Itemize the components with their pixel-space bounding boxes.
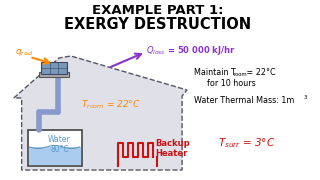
- Text: Maintain T: Maintain T: [194, 68, 236, 76]
- Text: Heater: Heater: [156, 148, 188, 158]
- Text: Backup: Backup: [156, 138, 190, 147]
- Text: 80°C: 80°C: [50, 145, 69, 154]
- Polygon shape: [14, 56, 187, 170]
- Text: Water Thermal Mass: 1m: Water Thermal Mass: 1m: [194, 96, 294, 105]
- Bar: [28, 147, 81, 165]
- Text: $q_{rad}$: $q_{rad}$: [15, 46, 33, 57]
- Text: $T_{room}$ = 22°C: $T_{room}$ = 22°C: [81, 99, 140, 111]
- Text: for 10 hours: for 10 hours: [207, 78, 255, 87]
- Text: EXERGY DESTRUCTION: EXERGY DESTRUCTION: [64, 17, 251, 31]
- Text: Water: Water: [48, 136, 71, 145]
- Bar: [28, 130, 82, 166]
- Text: room: room: [233, 72, 247, 77]
- Text: = 22°C: = 22°C: [244, 68, 276, 76]
- Bar: [41, 62, 67, 74]
- Text: EXAMPLE PART 1:: EXAMPLE PART 1:: [92, 3, 223, 17]
- Text: $Q_{loss}$ = 50 000 kJ/hr: $Q_{loss}$ = 50 000 kJ/hr: [146, 44, 236, 57]
- Text: 3: 3: [303, 94, 307, 100]
- Text: $T_{surr}$ = 3°C: $T_{surr}$ = 3°C: [219, 136, 276, 150]
- Bar: [39, 72, 69, 77]
